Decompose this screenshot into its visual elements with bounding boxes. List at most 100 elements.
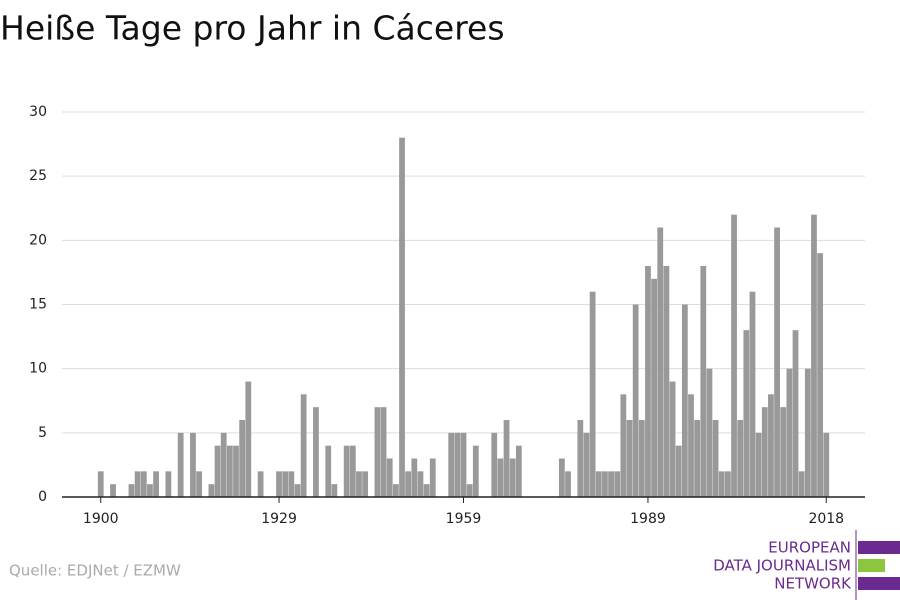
bar	[792, 330, 799, 497]
y-tick-label: 10	[29, 361, 47, 377]
y-tick-label: 25	[29, 168, 47, 184]
bar	[190, 432, 196, 497]
bar	[331, 484, 338, 497]
bar	[276, 471, 282, 497]
x-tick-label: 1900	[83, 511, 119, 527]
bar	[626, 420, 633, 497]
bar	[681, 304, 688, 497]
bar	[411, 458, 418, 497]
bar	[110, 484, 116, 497]
bar	[147, 484, 153, 497]
bar	[558, 458, 565, 497]
bar	[675, 445, 682, 497]
bar	[214, 445, 221, 497]
bar	[245, 381, 252, 497]
x-tick-label: 1929	[261, 511, 297, 527]
bar	[509, 458, 516, 497]
bar	[454, 432, 461, 497]
bar	[688, 394, 694, 497]
bar	[239, 420, 246, 497]
bar	[423, 484, 430, 497]
logo-bar	[858, 559, 885, 572]
bar	[638, 420, 645, 497]
bar	[724, 471, 731, 497]
bar	[466, 484, 473, 497]
y-tick-label: 5	[38, 425, 47, 441]
bar	[349, 445, 356, 497]
bar	[208, 484, 215, 497]
bar	[755, 432, 762, 497]
bar	[663, 266, 670, 497]
logo-bar	[858, 541, 900, 554]
bar	[718, 471, 725, 497]
bar	[386, 458, 393, 497]
bar	[448, 432, 455, 497]
bar	[257, 471, 264, 497]
bar	[737, 420, 744, 497]
bar	[491, 432, 498, 497]
logo-bar	[858, 577, 900, 590]
bar	[761, 407, 768, 497]
bar	[515, 445, 522, 497]
bar	[417, 471, 424, 497]
bar	[220, 432, 227, 497]
bar	[140, 471, 147, 497]
bar	[472, 445, 479, 497]
bar	[632, 304, 639, 497]
bar	[749, 291, 756, 497]
bar	[177, 432, 184, 497]
bar	[429, 458, 436, 497]
chart-title: Heiße Tage pro Jahr in Cáceres	[0, 9, 505, 48]
bar	[380, 407, 387, 497]
bar	[706, 368, 713, 497]
bar	[497, 458, 504, 497]
y-tick-label: 15	[29, 297, 47, 313]
bar	[669, 381, 676, 497]
bar	[712, 420, 719, 497]
bar	[153, 471, 159, 497]
bar	[313, 407, 319, 497]
bar	[196, 471, 203, 497]
logo-text: DATA JOURNALISM	[713, 557, 851, 575]
bar	[392, 484, 399, 497]
bar	[608, 471, 614, 497]
bar	[700, 266, 707, 497]
bar	[645, 266, 651, 497]
bar	[786, 368, 793, 497]
bar	[583, 432, 590, 497]
bar	[811, 214, 817, 497]
logo-text: EUROPEAN	[768, 539, 851, 557]
bar	[134, 471, 141, 497]
bar	[565, 471, 571, 497]
bar	[774, 227, 780, 497]
bar	[343, 445, 350, 497]
bar	[288, 471, 295, 497]
bar	[282, 471, 289, 497]
y-tick-label: 30	[29, 104, 47, 120]
bar	[589, 291, 596, 497]
bar	[97, 471, 104, 497]
x-tick-label: 1959	[446, 511, 482, 527]
bar	[165, 471, 172, 497]
bar	[694, 420, 701, 497]
bar	[399, 137, 405, 497]
logo-text: NETWORK	[774, 575, 852, 593]
bar	[577, 420, 584, 497]
bar	[823, 432, 830, 497]
bar	[804, 368, 811, 497]
y-tick-label: 0	[38, 489, 47, 505]
bar	[233, 445, 239, 497]
bar	[325, 445, 332, 497]
logo: EUROPEAN DATA JOURNALISM NETWORK	[713, 530, 900, 600]
bar	[614, 471, 621, 497]
bar	[460, 432, 467, 497]
bar	[602, 471, 608, 497]
bar	[768, 394, 774, 497]
bar	[731, 214, 737, 497]
bar	[798, 471, 805, 497]
y-tick-label: 20	[29, 232, 47, 248]
bar	[651, 278, 657, 497]
bar	[362, 471, 369, 497]
x-tick-label: 2018	[808, 511, 844, 527]
